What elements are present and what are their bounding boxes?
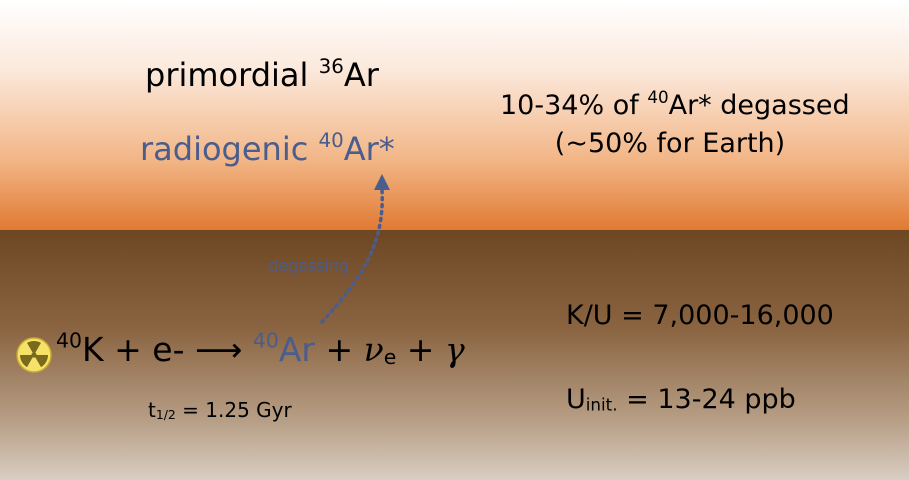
radiogenic-word: radiogenic — [140, 130, 309, 168]
degassed-fraction-line1: 10-34% of 40Ar* degassed — [500, 87, 850, 121]
radiogenic-argon-label: radiogenic 40Ar* — [140, 130, 395, 168]
radiogenic-element: Ar* — [343, 130, 395, 168]
radiogenic-mass: 40 — [318, 129, 344, 153]
neutrino-symbol: ν — [363, 330, 384, 369]
degassing-arrow-head — [374, 174, 390, 190]
primordial-mass: 36 — [318, 55, 344, 79]
degassed-mass: 40 — [647, 87, 669, 108]
argon-symbol: Ar — [278, 330, 315, 369]
ku-ratio: K/U = 7,000-16,000 — [566, 300, 834, 331]
potassium-mass: 40 — [56, 328, 83, 353]
primordial-argon-label: primordial 36Ar — [145, 56, 379, 94]
degassed-fraction-line2: (~50% for Earth) — [554, 128, 786, 159]
degassing-arrow-path — [320, 188, 384, 324]
primordial-word: primordial — [145, 56, 309, 94]
initial-uranium: Uinit. = 13-24 ppb — [566, 384, 796, 415]
argon-mass: 40 — [252, 328, 279, 353]
half-life: t1/2 = 1.25 Gyr — [148, 398, 292, 422]
electron-capture: + e- — [114, 330, 185, 369]
neutrino-subscript: e — [383, 345, 397, 370]
gamma-symbol: γ — [444, 330, 465, 369]
reaction-arrow: ⟶ — [195, 330, 243, 369]
mantle-region — [0, 230, 909, 480]
decay-reaction: 40K + e- ⟶ 40Ar + νe + γ — [56, 328, 465, 370]
potassium-symbol: K — [82, 330, 104, 369]
atmosphere-region — [0, 0, 909, 230]
primordial-element: Ar — [343, 56, 379, 94]
degassing-label: degassing — [268, 256, 350, 275]
